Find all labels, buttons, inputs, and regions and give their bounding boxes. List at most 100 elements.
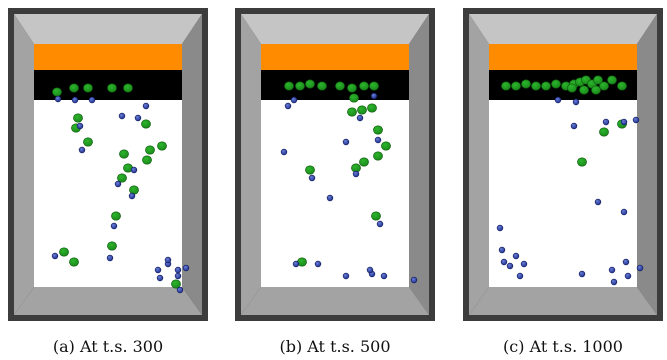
- green-particle: [347, 107, 357, 117]
- blue-particle: [182, 264, 190, 272]
- green-particle: [357, 105, 367, 115]
- blue-particle: [174, 266, 182, 274]
- wall-right: [182, 14, 202, 315]
- black-band: [261, 70, 409, 100]
- green-particle: [607, 75, 617, 85]
- blue-particle: [500, 258, 508, 266]
- green-particle: [359, 157, 369, 167]
- blue-particle: [156, 274, 164, 282]
- green-particle: [171, 279, 181, 289]
- green-particle: [577, 157, 587, 167]
- wall-bottom: [469, 287, 657, 315]
- blue-particle: [290, 96, 298, 104]
- blue-particle: [498, 246, 506, 254]
- green-particle: [579, 85, 589, 95]
- green-particle: [511, 81, 521, 91]
- green-particle: [119, 149, 129, 159]
- blue-particle: [164, 256, 172, 264]
- blue-particle: [554, 96, 562, 104]
- blue-particle: [624, 272, 632, 280]
- blue-particle: [54, 95, 62, 103]
- blue-particle: [370, 92, 378, 100]
- green-particle: [367, 103, 377, 113]
- caption-b: (b) At t.s. 500: [279, 337, 391, 356]
- blue-particle: [602, 118, 610, 126]
- green-particle: [69, 257, 79, 267]
- blue-particle: [356, 114, 364, 122]
- green-particle: [369, 81, 379, 91]
- green-particle: [501, 81, 511, 91]
- blue-particle: [342, 272, 350, 280]
- green-particle: [295, 81, 305, 91]
- wall-left: [241, 14, 261, 315]
- green-particle: [373, 151, 383, 161]
- green-particle: [111, 211, 121, 221]
- green-particle: [305, 165, 315, 175]
- blue-particle: [280, 148, 288, 156]
- green-particle: [599, 127, 609, 137]
- blue-particle: [314, 260, 322, 268]
- blue-particle: [174, 272, 182, 280]
- blue-particle: [134, 114, 142, 122]
- blue-particle: [620, 118, 628, 126]
- container-frame: [235, 8, 435, 321]
- green-particle: [83, 137, 93, 147]
- blue-particle: [51, 252, 59, 260]
- wall-top: [14, 14, 202, 44]
- green-particle: [59, 247, 69, 257]
- blue-particle: [326, 194, 334, 202]
- green-particle: [107, 83, 117, 93]
- caption-a: (a) At t.s. 300: [52, 337, 164, 356]
- green-particle: [129, 185, 139, 195]
- panel-c: [463, 8, 663, 321]
- blue-particle: [118, 112, 126, 120]
- blue-particle: [380, 272, 388, 280]
- wall-left: [469, 14, 489, 315]
- wall-bottom: [14, 287, 202, 315]
- blue-particle: [512, 252, 520, 260]
- green-particle: [69, 83, 79, 93]
- wall-right: [637, 14, 657, 315]
- blue-particle: [516, 272, 524, 280]
- blue-particle: [128, 192, 136, 200]
- green-particle: [371, 211, 381, 221]
- green-particle: [599, 81, 609, 91]
- blue-particle: [610, 278, 618, 286]
- wall-top: [241, 14, 429, 44]
- green-particle: [347, 83, 357, 93]
- caption-c: (c) At t.s. 1000: [503, 337, 623, 356]
- blue-particle: [352, 170, 360, 178]
- blue-particle: [154, 266, 162, 274]
- blue-particle: [284, 102, 292, 110]
- green-particle: [117, 173, 127, 183]
- blue-particle: [632, 116, 640, 124]
- panel-a: [8, 8, 208, 321]
- blue-particle: [142, 102, 150, 110]
- blue-particle: [570, 122, 578, 130]
- green-particle: [531, 81, 541, 91]
- green-particle: [591, 85, 601, 95]
- blue-particle: [114, 180, 122, 188]
- green-particle: [123, 83, 133, 93]
- panel-b: [235, 8, 435, 321]
- blue-particle: [110, 222, 118, 230]
- blue-particle: [88, 96, 96, 104]
- green-particle: [381, 141, 391, 151]
- blue-particle: [578, 270, 586, 278]
- blue-particle: [106, 254, 114, 262]
- blue-particle: [342, 138, 350, 146]
- blue-particle: [622, 258, 630, 266]
- wall-top: [469, 14, 657, 44]
- green-particle: [145, 145, 155, 155]
- blue-particle: [636, 264, 644, 272]
- green-particle: [359, 81, 369, 91]
- green-particle: [305, 79, 315, 89]
- green-particle: [52, 87, 62, 97]
- blue-particle: [78, 146, 86, 154]
- blue-particle: [506, 262, 514, 270]
- blue-particle: [376, 220, 384, 228]
- blue-particle: [71, 96, 79, 104]
- green-particle: [551, 79, 561, 89]
- orange-band: [261, 44, 409, 70]
- green-particle: [107, 241, 117, 251]
